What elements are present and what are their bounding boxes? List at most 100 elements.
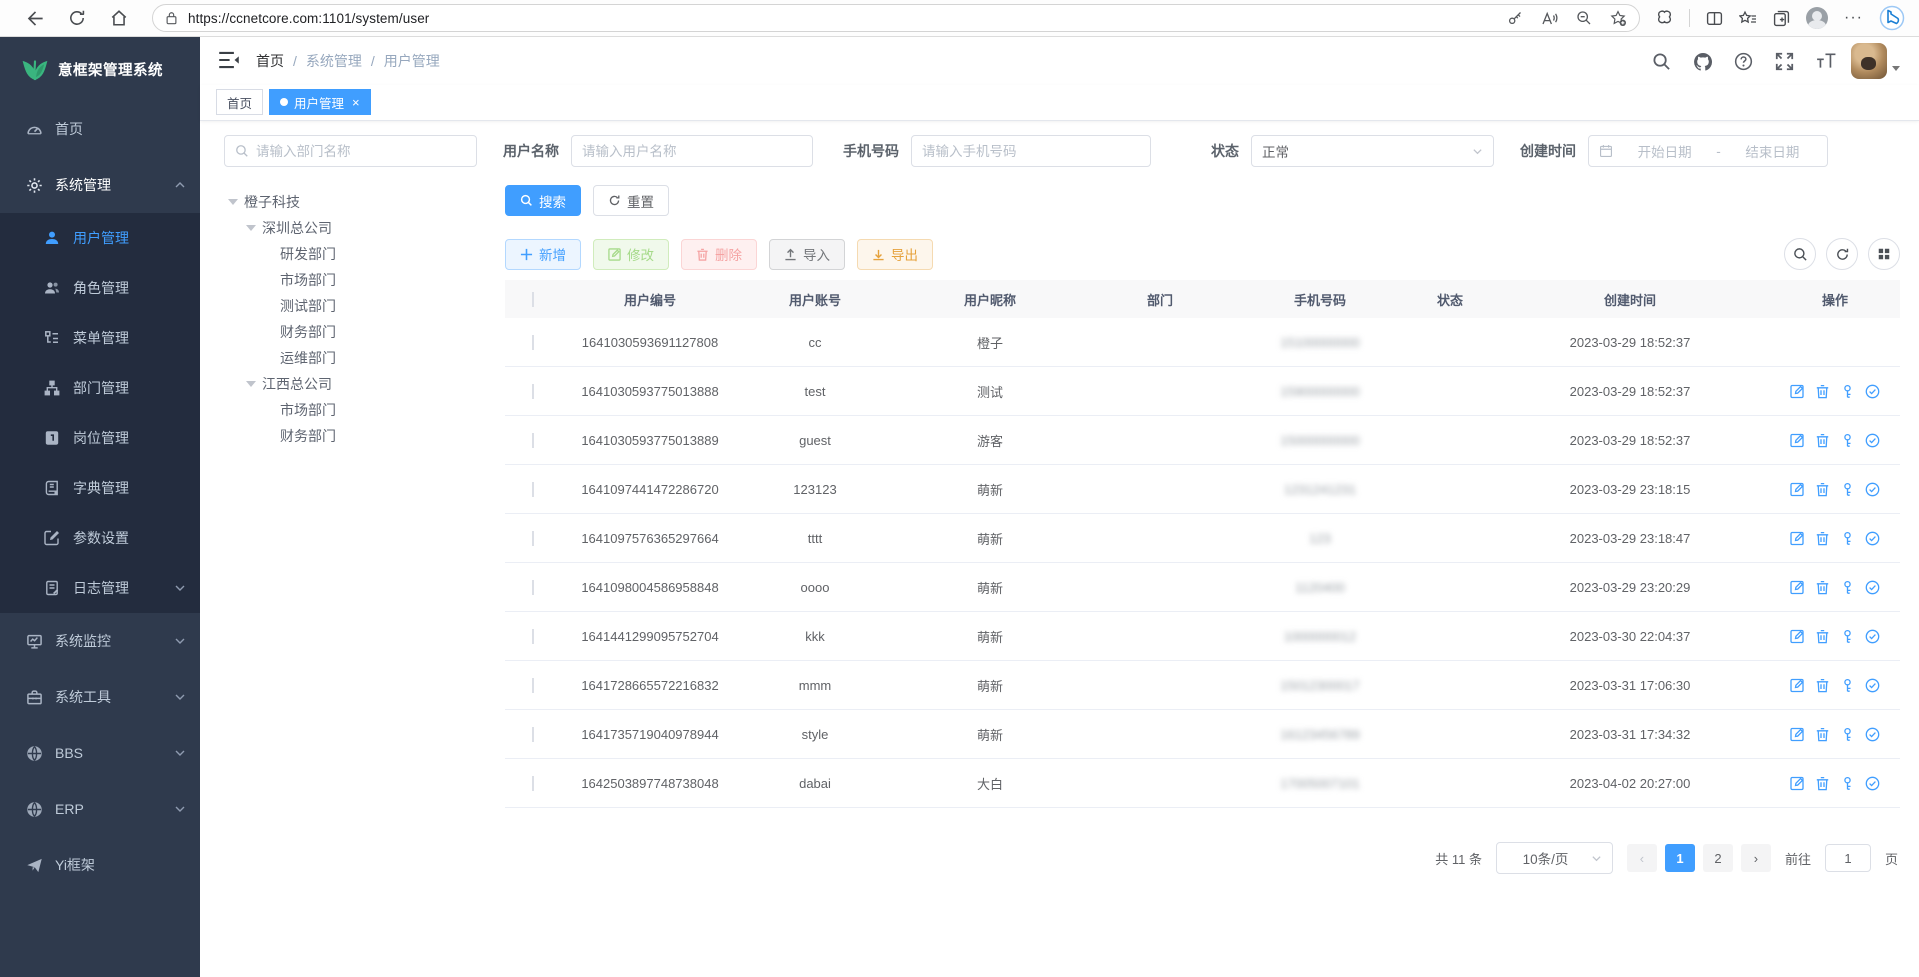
assign-role-check-icon[interactable] bbox=[1865, 678, 1880, 693]
edit-icon[interactable] bbox=[1790, 629, 1805, 644]
sidebar-item-post-mgmt[interactable]: 岗位管理 bbox=[0, 413, 200, 463]
tree-node[interactable]: 测试部门 bbox=[224, 293, 505, 319]
sidebar-fold-icon[interactable] bbox=[218, 50, 240, 72]
tree-node[interactable]: 财务部门 bbox=[224, 319, 505, 345]
page-button-2[interactable]: 2 bbox=[1702, 844, 1733, 872]
edit-icon[interactable] bbox=[1790, 531, 1805, 546]
collections-icon[interactable] bbox=[1773, 10, 1790, 27]
dept-search-input[interactable] bbox=[224, 135, 477, 167]
tab-home[interactable]: 首页 bbox=[216, 89, 264, 115]
sidebar-item-dict-mgmt[interactable]: 字典管理 bbox=[0, 463, 200, 513]
sidebar-item-system-mgmt[interactable]: 系统管理 bbox=[0, 157, 200, 213]
tree-node[interactable]: 运维部门 bbox=[224, 345, 505, 371]
date-range-picker[interactable]: 开始日期 - 结束日期 bbox=[1588, 135, 1828, 167]
sidebar-item-erp[interactable]: ERP bbox=[0, 781, 200, 837]
fullscreen-icon[interactable] bbox=[1775, 52, 1794, 71]
breadcrumb-home[interactable]: 首页 bbox=[256, 53, 284, 69]
row-checkbox[interactable] bbox=[531, 579, 534, 595]
tab-close-icon[interactable]: × bbox=[352, 94, 360, 110]
browser-essentials-icon[interactable] bbox=[1656, 9, 1673, 27]
tree-node[interactable]: 财务部门 bbox=[224, 423, 505, 449]
github-icon[interactable] bbox=[1693, 52, 1713, 71]
delete-icon[interactable] bbox=[1815, 629, 1830, 644]
assign-role-check-icon[interactable] bbox=[1865, 433, 1880, 448]
sidebar-item-system-tools[interactable]: 系统工具 bbox=[0, 669, 200, 725]
assign-role-check-icon[interactable] bbox=[1865, 384, 1880, 399]
caret-down-icon[interactable] bbox=[246, 225, 256, 231]
reset-button[interactable]: 重置 bbox=[593, 185, 669, 216]
sidebar-item-bbs[interactable]: BBS bbox=[0, 725, 200, 781]
reset-password-key-icon[interactable] bbox=[1840, 531, 1855, 546]
page-button-1[interactable]: 1 bbox=[1664, 844, 1695, 872]
assign-role-check-icon[interactable] bbox=[1865, 727, 1880, 742]
delete-icon[interactable] bbox=[1815, 384, 1830, 399]
header-search-icon[interactable] bbox=[1652, 52, 1671, 71]
sidebar-item-user-mgmt[interactable]: 用户管理 bbox=[0, 213, 200, 263]
tree-node[interactable]: 橙子科技 bbox=[224, 189, 505, 215]
table-search-toggle-button[interactable] bbox=[1784, 238, 1816, 270]
row-checkbox[interactable] bbox=[531, 383, 534, 399]
assign-role-check-icon[interactable] bbox=[1865, 776, 1880, 791]
search-button[interactable]: 搜索 bbox=[505, 185, 581, 216]
edit-icon[interactable] bbox=[1790, 384, 1805, 399]
reset-password-key-icon[interactable] bbox=[1840, 727, 1855, 742]
edit-icon[interactable] bbox=[1790, 580, 1805, 595]
row-checkbox[interactable] bbox=[531, 481, 534, 497]
row-checkbox[interactable] bbox=[531, 775, 534, 791]
delete-icon[interactable] bbox=[1815, 727, 1830, 742]
edit-icon[interactable] bbox=[1790, 776, 1805, 791]
delete-icon[interactable] bbox=[1815, 482, 1830, 497]
status-select[interactable]: 正常 bbox=[1251, 135, 1494, 167]
app-logo[interactable]: 意框架管理系统 bbox=[0, 37, 200, 101]
browser-back-icon[interactable] bbox=[18, 4, 52, 32]
browser-home-icon[interactable] bbox=[102, 4, 136, 32]
row-checkbox[interactable] bbox=[531, 432, 534, 448]
edit-icon[interactable] bbox=[1790, 678, 1805, 693]
export-button[interactable]: 导出 bbox=[857, 238, 933, 270]
add-favorite-icon[interactable] bbox=[1610, 9, 1627, 27]
sidebar-item-role-mgmt[interactable]: 角色管理 bbox=[0, 263, 200, 313]
prev-page-button[interactable]: ‹ bbox=[1626, 844, 1657, 872]
help-icon[interactable] bbox=[1734, 52, 1753, 71]
delete-button[interactable]: 删除 bbox=[681, 238, 757, 270]
sidebar-item-system-monitor[interactable]: 系统监控 bbox=[0, 613, 200, 669]
date-start-placeholder[interactable]: 开始日期 bbox=[1637, 145, 1692, 160]
zoom-out-icon[interactable] bbox=[1576, 10, 1592, 26]
caret-down-icon[interactable] bbox=[228, 199, 238, 205]
browser-profile-avatar[interactable] bbox=[1806, 7, 1829, 29]
caret-down-icon[interactable] bbox=[246, 381, 256, 387]
delete-icon[interactable] bbox=[1815, 433, 1830, 448]
browser-refresh-icon[interactable] bbox=[60, 4, 94, 32]
row-checkbox[interactable] bbox=[531, 530, 534, 546]
favorites-icon[interactable] bbox=[1739, 10, 1757, 27]
dept-search-field[interactable] bbox=[256, 143, 466, 159]
tree-node[interactable]: 江西总公司 bbox=[224, 371, 505, 397]
delete-icon[interactable] bbox=[1815, 531, 1830, 546]
sidebar-item-dept-mgmt[interactable]: 部门管理 bbox=[0, 363, 200, 413]
import-button[interactable]: 导入 bbox=[769, 238, 845, 270]
copilot-bing-icon[interactable] bbox=[1879, 5, 1905, 31]
edit-icon[interactable] bbox=[1790, 727, 1805, 742]
row-checkbox[interactable] bbox=[531, 726, 534, 742]
edit-icon[interactable] bbox=[1790, 482, 1805, 497]
assign-role-check-icon[interactable] bbox=[1865, 531, 1880, 546]
tab-user-mgmt[interactable]: 用户管理 × bbox=[269, 89, 371, 115]
row-checkbox[interactable] bbox=[531, 334, 534, 350]
password-key-icon[interactable] bbox=[1507, 10, 1523, 26]
delete-icon[interactable] bbox=[1815, 580, 1830, 595]
username-input[interactable] bbox=[571, 135, 813, 167]
assign-role-check-icon[interactable] bbox=[1865, 482, 1880, 497]
reset-password-key-icon[interactable] bbox=[1840, 776, 1855, 791]
next-page-button[interactable]: › bbox=[1740, 844, 1771, 872]
reset-password-key-icon[interactable] bbox=[1840, 678, 1855, 693]
sidebar-item-yi-framework[interactable]: Yi框架 bbox=[0, 837, 200, 893]
url-text[interactable]: https://ccnetcore.com:1101/system/user bbox=[188, 10, 430, 26]
font-size-icon[interactable] bbox=[1816, 52, 1836, 71]
tree-node[interactable]: 深圳总公司 bbox=[224, 215, 505, 241]
phone-input[interactable] bbox=[911, 135, 1151, 167]
sidebar-item-param-settings[interactable]: 参数设置 bbox=[0, 513, 200, 563]
select-all-checkbox[interactable] bbox=[531, 291, 534, 307]
sidebar-item-home[interactable]: 首页 bbox=[0, 101, 200, 157]
reset-password-key-icon[interactable] bbox=[1840, 580, 1855, 595]
tree-node[interactable]: 市场部门 bbox=[224, 397, 505, 423]
